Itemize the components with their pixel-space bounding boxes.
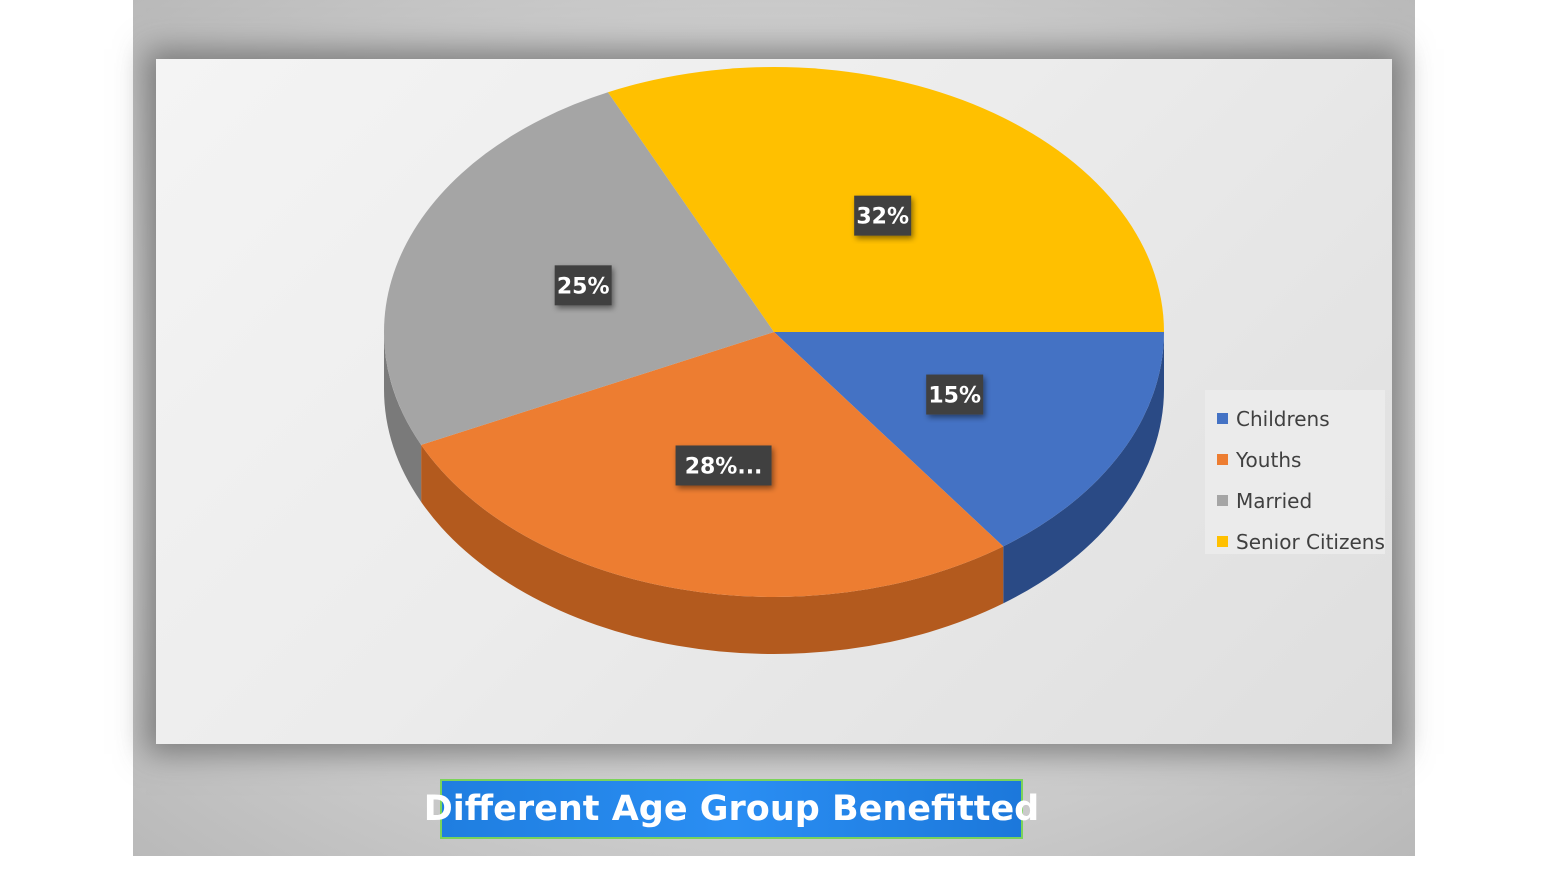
legend-swatch: [1217, 495, 1228, 506]
data-label-text: 25%: [557, 274, 610, 299]
data-label-senior-citizens: 32%: [854, 195, 912, 236]
pie-side-childrens: [1003, 332, 1164, 604]
pie-slice-childrens[interactable]: [774, 332, 1164, 547]
legend-label: Youths: [1236, 447, 1302, 472]
legend: Childrens Youths Married Senior Citizens: [1205, 390, 1385, 554]
data-label-box: [675, 445, 772, 486]
data-label-text: 15%: [928, 384, 981, 409]
data-label-youths: 28%...: [675, 445, 772, 486]
legend-swatch: [1217, 413, 1228, 424]
data-label-text: 32%: [856, 205, 909, 230]
data-label-box: [854, 195, 912, 236]
chart-title: Different Age Group Benefitted: [423, 789, 1040, 829]
data-label-box: [926, 374, 984, 415]
legend-label: Senior Citizens: [1236, 529, 1385, 554]
legend-label: Married: [1236, 488, 1313, 513]
data-label-childrens: 15%: [926, 374, 984, 415]
legend-item-youths[interactable]: Youths: [1217, 439, 1385, 480]
legend-item-married[interactable]: Married: [1217, 480, 1385, 521]
chart-title-box: Different Age Group Benefitted: [424, 779, 1039, 839]
legend-swatch: [1217, 454, 1228, 465]
legend-item-senior-citizens[interactable]: Senior Citizens: [1217, 521, 1385, 562]
data-label-married: 25%: [554, 265, 612, 306]
data-label-text: 28%...: [685, 454, 763, 479]
legend-item-childrens[interactable]: Childrens: [1217, 398, 1385, 439]
pie-side-youths: [421, 444, 1004, 654]
data-label-box: [554, 265, 612, 306]
pie-side-married: [384, 332, 422, 502]
legend-swatch: [1217, 536, 1228, 547]
legend-label: Childrens: [1236, 406, 1330, 431]
